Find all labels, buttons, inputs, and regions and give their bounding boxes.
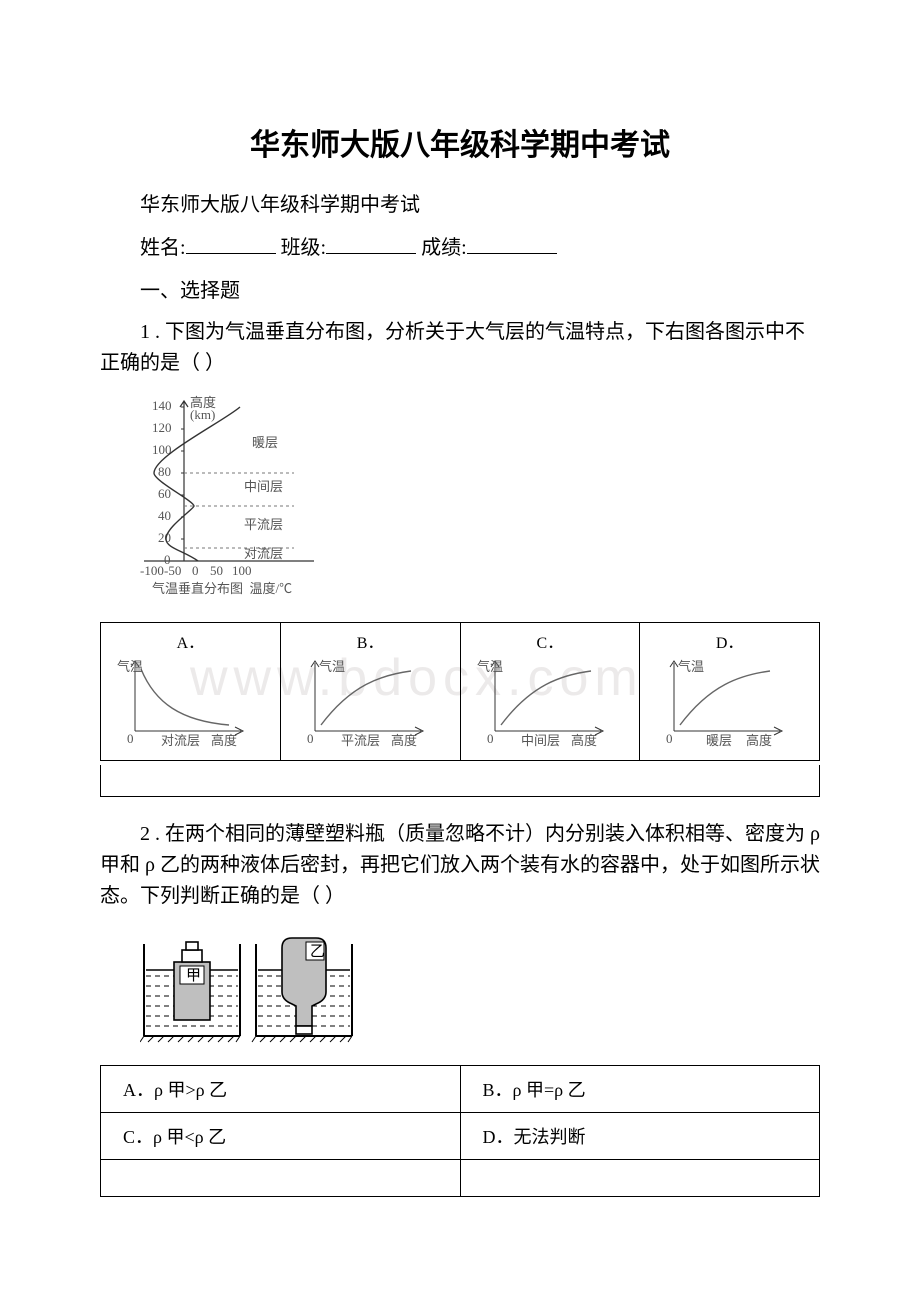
container-a: 甲 [140,942,240,1042]
svg-text:100: 100 [232,563,252,578]
option-label: C． [471,629,630,653]
section-heading: 一、选择题 [100,274,820,303]
svg-text:0: 0 [192,563,199,578]
q1-options-row: A． 气温 0 对流层 高度 B． 气温 0 平流层 高度 C． [100,622,820,761]
svg-text:气温: 气温 [117,659,143,674]
q1-option-c: C． 气温 0 中间层 高度 [461,623,641,760]
svg-text:暖层: 暖层 [706,733,732,748]
svg-text:0: 0 [666,731,673,746]
q2-diagram: 甲 乙 [140,926,820,1051]
svg-text:暖层: 暖层 [252,435,278,450]
q2-option-c: C．ρ 甲<ρ 乙 [101,1113,461,1159]
q1-option-a: A． 气温 0 对流层 高度 [101,623,281,760]
svg-text:气温: 气温 [477,659,503,674]
q2-blank-cell [461,1160,820,1196]
chart-caption: 气温垂直分布图 温度/℃ [152,581,292,596]
svg-text:50: 50 [210,563,223,578]
svg-text:0: 0 [487,731,494,746]
svg-text:60: 60 [158,486,171,501]
container-b: 乙 [252,938,352,1042]
name-blank[interactable] [186,234,276,254]
q2-blank-cell [101,1160,461,1196]
svg-text:高度: 高度 [211,733,237,748]
student-info-line: 姓名: 班级: 成绩: [100,231,820,260]
svg-text:80: 80 [158,464,171,479]
svg-text:-100: -100 [140,563,164,578]
page-title: 华东师大版八年级科学期中考试 [100,120,820,164]
q2-options-table: A．ρ 甲>ρ 乙 B．ρ 甲=ρ 乙 C．ρ 甲<ρ 乙 D．无法判断 [100,1065,820,1197]
svg-text:气温: 气温 [678,659,704,674]
svg-text:平流层: 平流层 [341,733,380,748]
svg-text:120: 120 [152,420,172,435]
q1-main-chart: 0 20 40 60 80 100 120 140 -100 -50 0 50 … [140,393,820,608]
q1-text: 1 . 下图为气温垂直分布图，分析关于大气层的气温特点，下右图各图示中不正确的是… [100,317,820,379]
subtitle: 华东师大版八年级科学期中考试 [100,188,820,217]
score-label: 成绩: [421,237,467,259]
class-label: 班级: [281,237,327,259]
svg-text:对流层: 对流层 [244,546,283,561]
svg-text:气温: 气温 [319,659,345,674]
svg-text:中间层: 中间层 [521,733,560,748]
q1-option-b: B． 气温 0 平流层 高度 [281,623,461,760]
svg-text:中间层: 中间层 [244,479,283,494]
svg-text:0: 0 [307,731,314,746]
svg-text:乙: 乙 [310,944,325,960]
q2-text: 2 . 在两个相同的薄壁塑料瓶（质量忽略不计）内分别装入体积相等、密度为 ρ 甲… [100,819,820,912]
svg-text:高度: 高度 [391,733,417,748]
svg-text:对流层: 对流层 [161,733,200,748]
svg-text:平流层: 平流层 [244,517,283,532]
name-label: 姓名: [140,237,186,259]
option-label: A． [111,629,270,653]
score-blank[interactable] [467,234,557,254]
svg-text:高度: 高度 [571,733,597,748]
class-blank[interactable] [326,234,416,254]
svg-text:40: 40 [158,508,171,523]
svg-text:-50: -50 [164,563,181,578]
svg-text:0: 0 [127,731,134,746]
q1-option-d: D． 气温 0 暖层 高度 [640,623,819,760]
option-label: D． [650,629,809,653]
ylabel-unit: (km) [190,407,215,422]
svg-text:高度: 高度 [746,733,772,748]
q2-option-d: D．无法判断 [461,1113,820,1159]
option-label: B． [291,629,450,653]
svg-text:甲: 甲 [186,968,201,984]
q1-blank-row [100,765,820,797]
q2-option-b: B．ρ 甲=ρ 乙 [461,1066,820,1112]
q2-option-a: A．ρ 甲>ρ 乙 [101,1066,461,1112]
svg-text:140: 140 [152,398,172,413]
